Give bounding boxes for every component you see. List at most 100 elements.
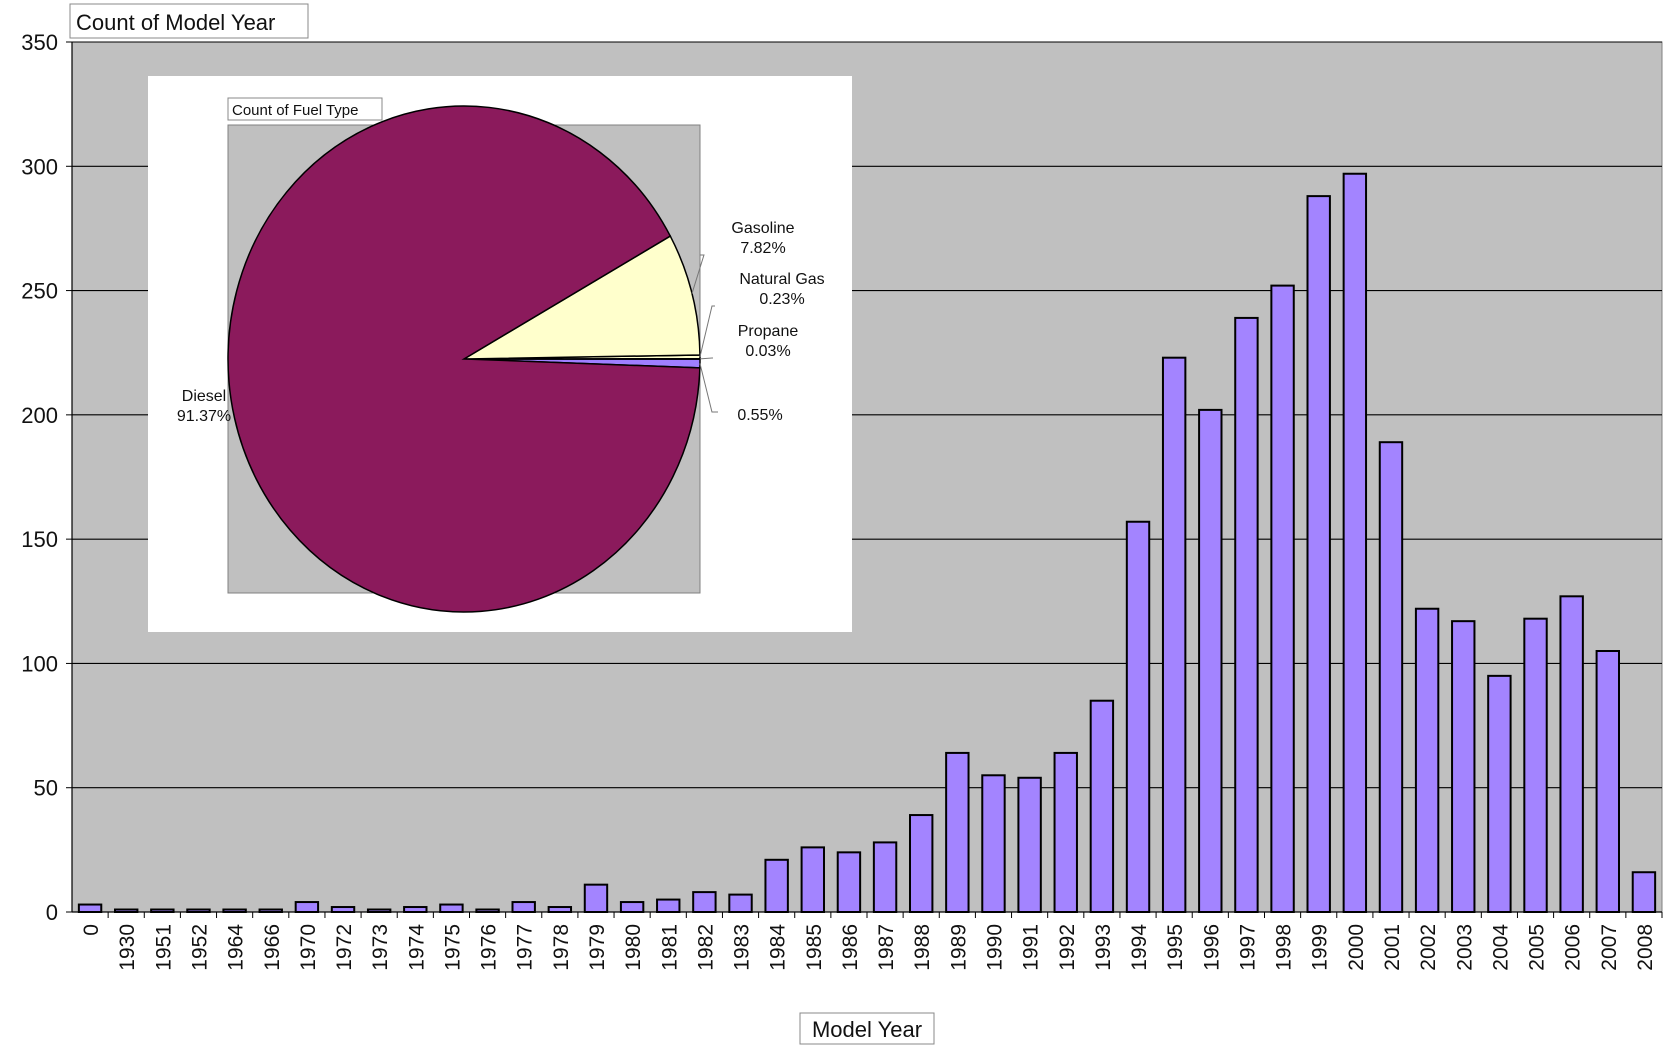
pie-leader-line	[699, 363, 718, 413]
x-tick-label: 2000	[1345, 924, 1368, 971]
pie-leader-line	[699, 305, 715, 357]
bar-1994	[1125, 520, 1151, 913]
bar-1975	[439, 903, 464, 913]
bar-1989	[945, 751, 970, 914]
x-tick-label: 1980	[622, 924, 645, 971]
pie-slices	[227, 105, 701, 613]
x-tick-label: 1977	[514, 924, 537, 971]
x-tick-label: 1930	[116, 924, 139, 971]
bar-1987	[872, 841, 898, 914]
chart-title-text: Count of Model Year	[76, 10, 275, 35]
bar-1996	[1198, 408, 1223, 913]
x-tick-label: 1970	[297, 924, 320, 971]
pie-label-gasoline: Gasoline 7.82%	[691, 220, 795, 294]
bar-2006	[1559, 595, 1584, 913]
pie-leader-line	[691, 254, 705, 294]
bar-1972	[330, 906, 356, 913]
bar-1988	[909, 814, 934, 913]
bar-2007	[1595, 650, 1620, 913]
y-tick-label: 50	[34, 776, 58, 801]
pie-label-diesel: Diesel 91.37%	[177, 388, 231, 425]
x-tick-label: 1951	[152, 924, 175, 971]
pie-slice-name: Natural Gas	[739, 271, 824, 288]
x-tick-label: 1978	[550, 924, 573, 971]
x-tick-label: 1976	[478, 924, 501, 971]
bar-1997	[1234, 316, 1259, 913]
x-tick-label: 1996	[1200, 924, 1223, 971]
pie-label-other: 0.55%	[699, 363, 783, 424]
pie-labels: Diesel 91.37% Gasoline 7.82% Natural Gas 0.23…	[177, 220, 825, 425]
pie-leader-line	[699, 357, 713, 360]
x-tick-label: 2006	[1562, 924, 1585, 971]
pie-slice-name: Gasoline	[731, 220, 794, 237]
x-tick-label: 1964	[225, 924, 248, 971]
x-tick-label: 1975	[441, 924, 464, 971]
x-axis-label: Model Year	[799, 1012, 935, 1045]
pie-inset: Count of Fuel Type Diesel 91.37% Gasoline 7…	[148, 76, 852, 632]
chart-title: Count of Model Year	[69, 3, 309, 39]
y-tick-label: 250	[21, 279, 58, 304]
bar-1983	[728, 893, 753, 913]
x-tick-label: 1994	[1128, 924, 1151, 971]
bar-1986	[836, 851, 862, 913]
bar-1992	[1053, 751, 1078, 914]
bar-1982	[692, 891, 717, 913]
y-axis-ticks: 0 50 100 150 200 250 300 350	[21, 30, 72, 925]
x-tick-label: 0	[80, 924, 103, 936]
x-tick-label: 1987	[875, 924, 898, 971]
pie-slice-percent: 0.55%	[737, 407, 782, 424]
pie-label-propane: Propane 0.03%	[699, 323, 799, 360]
bar-1970	[294, 901, 320, 913]
pie-label-natural-gas: Natural Gas 0.23%	[699, 271, 825, 357]
x-tick-label: 1973	[369, 924, 392, 971]
bar-1990	[981, 774, 1006, 913]
x-tick-label: 1974	[405, 924, 428, 971]
x-tick-label: 1991	[1020, 924, 1043, 971]
x-tick-label: 2004	[1489, 924, 1512, 971]
x-tick-label: 1993	[1092, 924, 1115, 971]
bar-1977	[511, 901, 536, 913]
bar-1978	[547, 906, 573, 913]
pie-slice-diesel	[227, 105, 701, 613]
bar-1993	[1089, 699, 1115, 914]
pie-slice-percent: 0.23%	[759, 291, 804, 308]
bar-1995	[1161, 356, 1187, 913]
bar-1985	[800, 846, 825, 913]
bar-1984	[764, 858, 789, 913]
bar-1979	[583, 883, 609, 914]
bar-2001	[1378, 441, 1404, 913]
x-tick-label: 1981	[658, 924, 681, 971]
x-tick-label: 1984	[767, 924, 790, 971]
y-tick-label: 150	[21, 527, 58, 552]
bar-2003	[1451, 620, 1476, 914]
x-tick-label: 1982	[694, 924, 717, 971]
bar-2008	[1631, 871, 1657, 914]
x-tick-label: 1983	[731, 924, 754, 971]
y-tick-label: 350	[21, 30, 58, 55]
bar-2000	[1342, 172, 1368, 913]
x-axis-ticks: 0 1930 1951 1952 1964 1966 1970 1972 1973 1974 197…	[80, 912, 1663, 971]
x-tick-label: 2003	[1453, 924, 1476, 971]
x-tick-label: 1995	[1164, 924, 1187, 971]
x-tick-label: 1952	[188, 924, 211, 971]
bar-1974	[403, 906, 428, 913]
bar-1981	[656, 898, 681, 913]
pie-slice-name: Diesel	[182, 388, 226, 405]
x-tick-label: 1988	[911, 924, 934, 971]
x-tick-label: 1990	[983, 924, 1006, 971]
x-tick-label: 1966	[261, 924, 284, 971]
x-tick-label: 1999	[1309, 924, 1332, 971]
x-tick-label: 1979	[586, 924, 609, 971]
x-tick-label: 2008	[1634, 924, 1657, 971]
bar-1999	[1306, 195, 1331, 914]
bar-0	[77, 903, 103, 913]
pie-slice-percent: 0.03%	[745, 343, 790, 360]
x-tick-label: 1985	[803, 924, 826, 971]
x-tick-label: 1986	[839, 924, 862, 971]
x-tick-label: 2001	[1381, 924, 1404, 971]
y-tick-label: 100	[21, 651, 58, 676]
bar-1991	[1017, 776, 1042, 913]
bar-1998	[1270, 284, 1295, 914]
pie-slice-name: Propane	[738, 323, 799, 340]
